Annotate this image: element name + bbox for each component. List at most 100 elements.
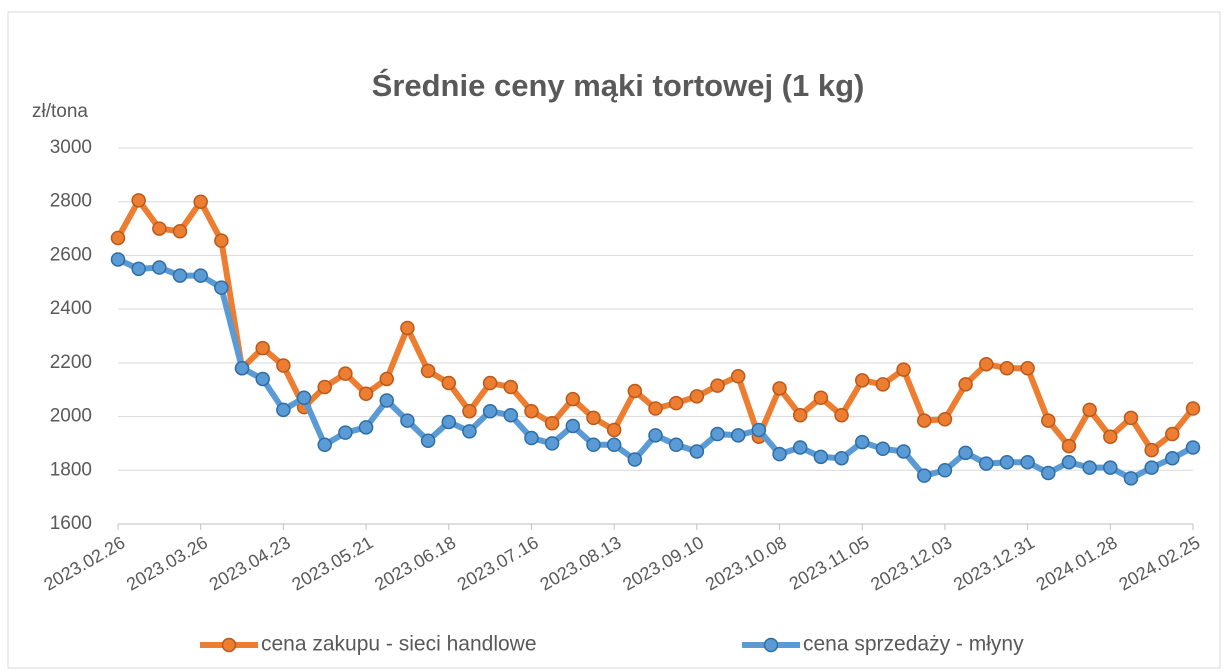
data-point xyxy=(544,436,560,451)
data-point xyxy=(854,373,870,388)
data-point xyxy=(110,230,126,246)
data-point xyxy=(420,363,436,379)
data-point xyxy=(1061,454,1077,470)
data-point xyxy=(193,194,208,209)
data-point xyxy=(627,452,643,467)
data-point xyxy=(524,430,539,446)
y-tick-label: 3000 xyxy=(50,137,92,158)
data-point xyxy=(358,420,374,435)
data-point xyxy=(937,463,953,478)
data-point xyxy=(131,261,146,277)
data-point xyxy=(255,340,270,356)
data-point xyxy=(896,444,911,459)
data-point xyxy=(689,444,705,459)
legend-label: cena sprzedaży - młyny xyxy=(803,633,1024,656)
data-point xyxy=(152,260,167,275)
data-point xyxy=(214,280,229,295)
data-point xyxy=(1020,360,1035,376)
data-point xyxy=(710,378,725,393)
data-point xyxy=(400,320,415,336)
data-point xyxy=(896,362,911,377)
data-point xyxy=(730,369,746,384)
data-point xyxy=(1082,460,1097,475)
data-point xyxy=(565,418,581,434)
data-point xyxy=(606,422,622,438)
data-point xyxy=(1144,460,1159,475)
data-point xyxy=(503,379,519,395)
data-point xyxy=(772,381,787,396)
data-point xyxy=(234,360,250,376)
data-point xyxy=(792,407,808,423)
data-point xyxy=(854,434,870,450)
data-point xyxy=(937,412,953,427)
y-tick-label: 1600 xyxy=(50,513,92,534)
data-point xyxy=(979,356,994,372)
data-point xyxy=(1061,438,1077,454)
legend-marker xyxy=(763,637,779,653)
data-point xyxy=(813,390,829,406)
data-point xyxy=(792,440,808,455)
data-point xyxy=(1082,402,1097,418)
data-point xyxy=(1144,442,1159,458)
data-point xyxy=(338,425,353,440)
data-point xyxy=(482,403,498,419)
data-point xyxy=(730,428,746,443)
data-point xyxy=(710,426,725,442)
data-point xyxy=(317,379,332,395)
y-tick-label: 2000 xyxy=(50,406,92,427)
data-point xyxy=(131,193,146,208)
data-point xyxy=(358,386,374,401)
data-point xyxy=(152,221,167,236)
data-point xyxy=(875,377,891,392)
data-point xyxy=(1103,429,1118,444)
data-point xyxy=(1123,471,1139,486)
data-point xyxy=(586,437,601,453)
legend-label: cena zakupu - sieci handlowe xyxy=(261,633,537,656)
data-point xyxy=(627,383,643,399)
data-point xyxy=(524,403,539,419)
data-point xyxy=(338,366,353,381)
data-point xyxy=(110,252,126,267)
data-point xyxy=(834,450,849,466)
data-point xyxy=(420,433,436,448)
data-point xyxy=(958,445,973,461)
data-point xyxy=(1020,454,1035,470)
data-point xyxy=(296,390,312,406)
data-point xyxy=(606,437,622,453)
y-axis-label: zł/tona xyxy=(32,101,88,122)
chart-border xyxy=(7,11,1221,669)
data-point xyxy=(1165,426,1180,442)
y-tick-label: 2400 xyxy=(50,298,92,319)
data-point xyxy=(441,414,457,430)
data-point xyxy=(958,377,973,392)
data-point xyxy=(1185,401,1201,416)
data-point xyxy=(1041,465,1056,481)
y-tick-label: 1800 xyxy=(50,459,92,480)
data-point xyxy=(648,401,663,416)
data-point xyxy=(379,393,394,408)
data-point xyxy=(1103,460,1118,475)
data-point xyxy=(544,416,560,431)
data-point xyxy=(999,360,1015,376)
data-point xyxy=(586,410,601,426)
data-point xyxy=(979,456,994,471)
data-point xyxy=(689,389,705,404)
data-point xyxy=(276,402,291,418)
legend-marker xyxy=(221,637,237,653)
data-point xyxy=(441,375,457,391)
y-tick-label: 2200 xyxy=(50,352,92,373)
data-point xyxy=(834,407,849,423)
data-point xyxy=(772,446,787,462)
data-point xyxy=(1185,440,1201,455)
data-point xyxy=(379,371,394,387)
data-point xyxy=(668,437,684,453)
data-point xyxy=(276,358,291,373)
data-point xyxy=(462,403,477,419)
data-point xyxy=(917,413,932,428)
data-point xyxy=(917,468,932,483)
data-point xyxy=(172,224,188,239)
data-point xyxy=(317,437,332,453)
data-point xyxy=(1041,413,1056,428)
data-point xyxy=(1123,410,1139,426)
